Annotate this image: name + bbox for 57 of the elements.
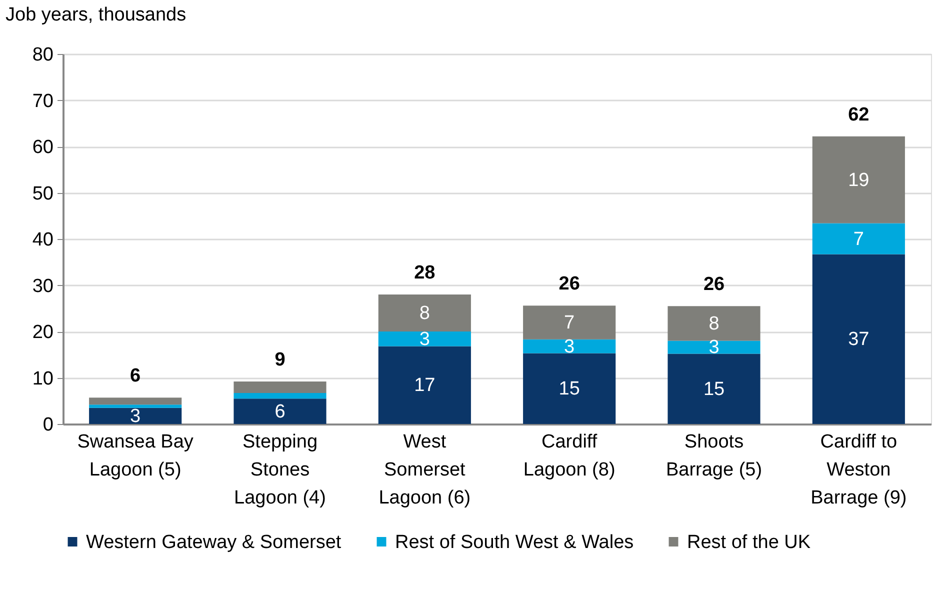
bar [668, 306, 760, 341]
data-label: 15 [703, 378, 725, 400]
bar [523, 306, 616, 340]
y-tick-label: 50 [32, 183, 54, 204]
y-tick-label: 0 [42, 414, 54, 436]
y-tick-label: 40 [32, 230, 54, 250]
x-tick-label: Swansea Bay Lagoon (5) [77, 432, 194, 480]
y-tick-label: 80 [32, 44, 54, 66]
bar [668, 354, 760, 424]
data-label: 3 [419, 328, 430, 350]
data-label: 6 [274, 401, 286, 422]
x-tick-label: Shoots Barrage (5) [666, 432, 762, 480]
data-label: 3 [130, 406, 141, 427]
data-label: 15 [558, 378, 580, 400]
bar [89, 408, 182, 424]
bar [89, 398, 182, 405]
data-label: 17 [414, 375, 436, 396]
bar [234, 393, 326, 399]
y-tick-label: 60 [32, 137, 54, 158]
bar [234, 398, 326, 424]
x-tick-label: Stepping Stones Lagoon (4) [234, 432, 326, 508]
total-label: 26 [558, 274, 580, 295]
bar [812, 254, 905, 424]
bar [812, 136, 905, 224]
x-tick-label: Cardiff to Weston Barrage (9) [810, 432, 907, 508]
data-label: 3 [708, 337, 720, 358]
bar [378, 346, 471, 424]
total-label: 9 [274, 349, 286, 370]
bar [378, 332, 471, 346]
bar [523, 353, 616, 424]
data-label: 37 [848, 329, 870, 350]
bar [89, 404, 182, 408]
data-label: 8 [419, 303, 430, 324]
bar [378, 294, 471, 332]
data-label: 3 [564, 336, 575, 358]
data-label: 19 [848, 170, 870, 191]
total-label: 62 [848, 104, 870, 126]
legend-label: Western Gateway & Somerset [86, 532, 342, 553]
bar [523, 339, 616, 354]
x-tick-label: West Somerset Lagoon (6) [378, 432, 471, 508]
total-label: 26 [703, 274, 725, 296]
total-label: 6 [130, 366, 141, 387]
bar [234, 381, 326, 394]
data-label: 7 [853, 228, 864, 250]
y-tick-label: 10 [32, 368, 54, 390]
bar [812, 223, 905, 254]
bar [668, 340, 760, 354]
y-tick-label: 70 [32, 90, 54, 112]
x-tick-label: Cardiff Lagoon (8) [523, 432, 616, 480]
data-label: 8 [708, 313, 720, 334]
data-label: 7 [564, 312, 575, 334]
y-axis-title: Job years, thousands [6, 4, 186, 26]
legend-label: Rest of the UK [687, 532, 811, 553]
legend-label: Rest of South West & Wales [395, 532, 634, 553]
y-tick-label: 30 [32, 276, 54, 297]
total-label: 28 [414, 262, 436, 284]
y-tick-label: 20 [32, 322, 54, 343]
